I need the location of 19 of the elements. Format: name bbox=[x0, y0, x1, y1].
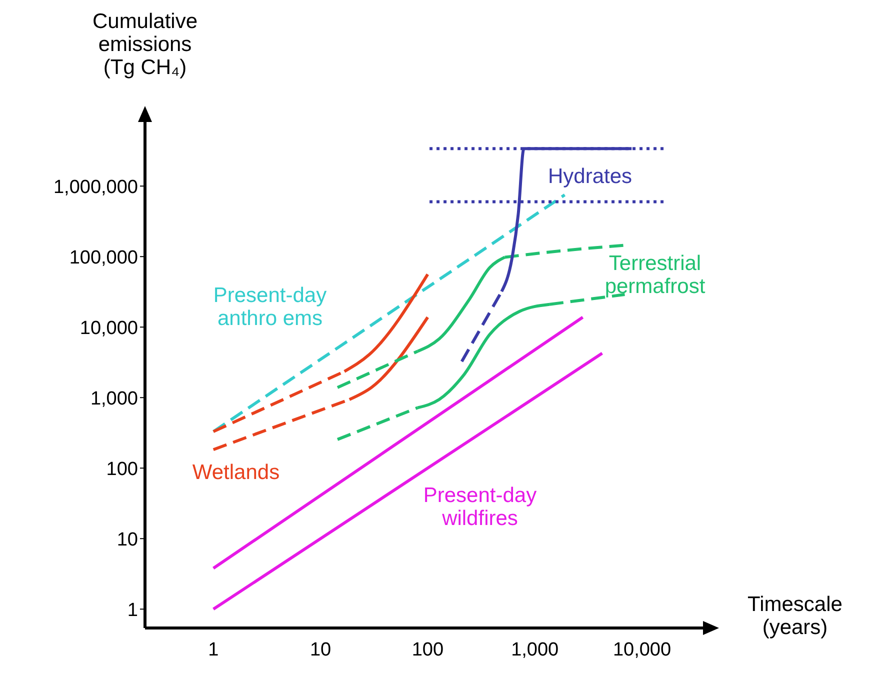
series-label: Present-day anthro ems bbox=[212, 284, 328, 330]
x-tick-label: 1 bbox=[208, 639, 219, 660]
y-tick-label: 1,000 bbox=[90, 388, 138, 410]
y-tick-label: 1,000,000 bbox=[53, 176, 138, 198]
y-tick-label: 10,000 bbox=[80, 318, 138, 339]
y-tick-label: 100 bbox=[106, 458, 138, 480]
y-tick-label: 10 bbox=[116, 529, 138, 550]
x-tick-label: 100 bbox=[412, 639, 444, 660]
y-axis-title: Cumulative emissions (Tg CH₄) bbox=[91, 10, 199, 79]
x-tick-label: 10 bbox=[310, 639, 332, 660]
y-tick-label: 1 bbox=[127, 600, 138, 621]
series-label: Terrestrial permafrost bbox=[604, 252, 706, 298]
x-tick-label: 1,000 bbox=[511, 639, 559, 660]
y-tick-label: 100,000 bbox=[69, 247, 138, 268]
series-label: Hydrates bbox=[546, 164, 634, 188]
x-axis-title: Timescale (years) bbox=[746, 593, 844, 639]
x-tick-label: 10,000 bbox=[612, 639, 672, 660]
series-label: Wetlands bbox=[191, 460, 281, 484]
text: Present-day wildfires bbox=[422, 484, 538, 530]
